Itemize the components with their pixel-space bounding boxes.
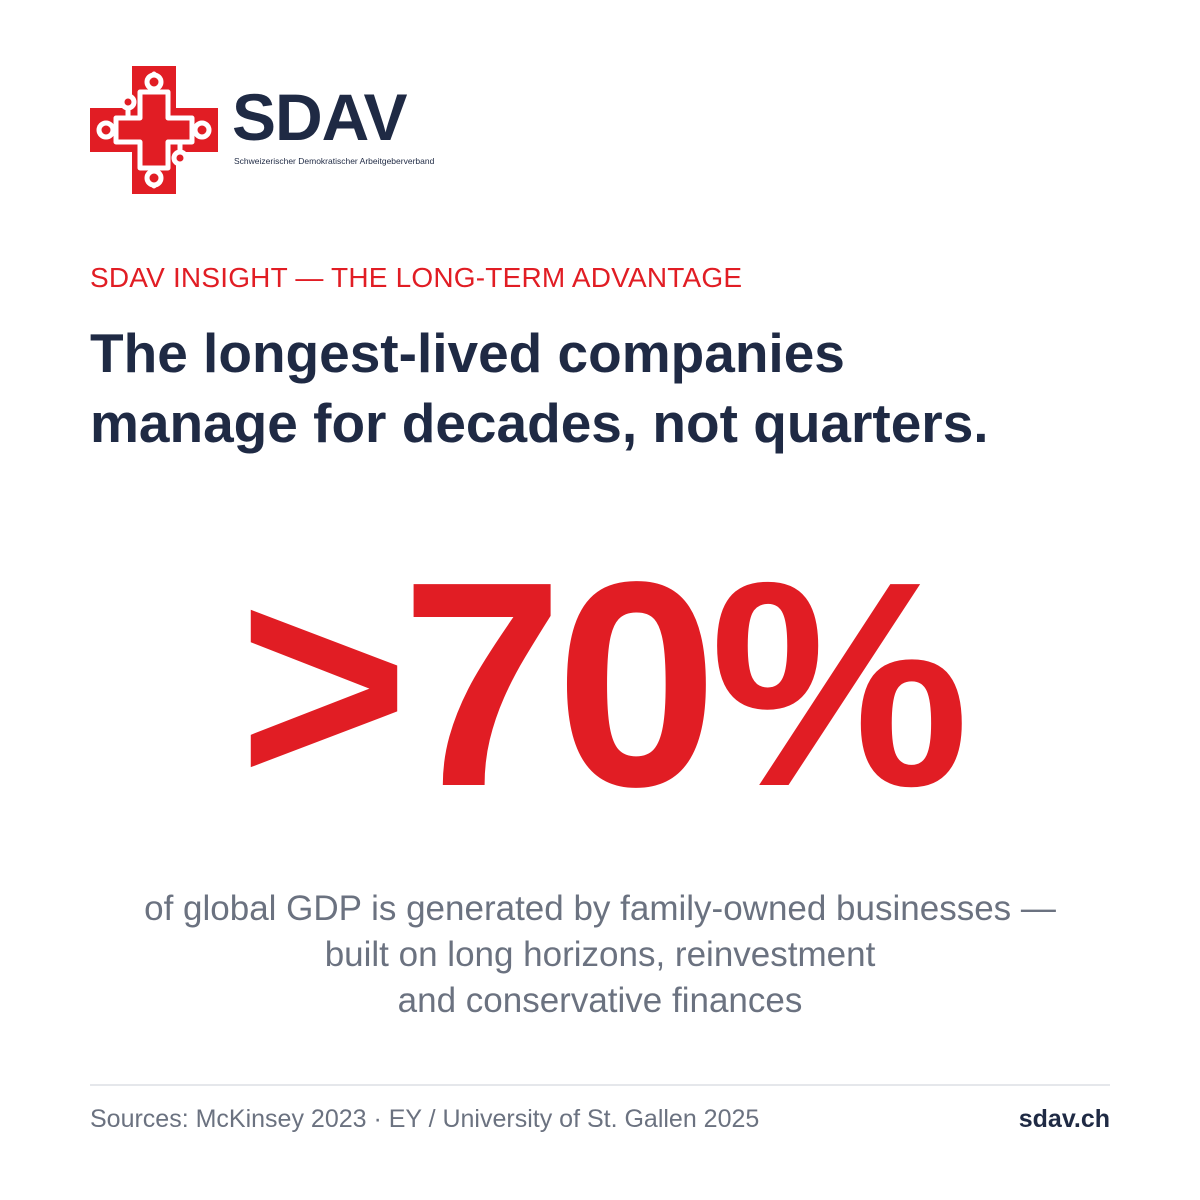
section-kicker: SDAV INSIGHT — THE LONG-TERM ADVANTAGE [90, 262, 743, 293]
headline-line-1: The longest-lived companies [90, 322, 845, 384]
statistic-description: of global GDP is generated by family-own… [0, 886, 1200, 1024]
brand-tagline: Schweizerischer Demokratischer Arbeitgeb… [234, 156, 435, 166]
description-line-3: and conservative finances [397, 981, 803, 1020]
website-link[interactable]: sdav.ch [1018, 1105, 1110, 1133]
description-line-2: built on long horizons, reinvestment [324, 935, 876, 974]
brand-name: SDAV [232, 80, 407, 154]
headline-line-2: manage for decades, not quarters. [90, 392, 989, 454]
swiss-cross-link-icon [90, 66, 218, 194]
key-statistic: >70% [238, 521, 970, 847]
page-title: The longest-lived companies manage for d… [90, 318, 1130, 458]
description-line-1: of global GDP is generated by family-own… [144, 889, 1056, 928]
sources-text: Sources: McKinsey 2023 · EY / University… [90, 1105, 760, 1133]
footer-divider [90, 1084, 1110, 1086]
brand-logo: SDAV Schweizerischer Demokratischer Arbe… [90, 66, 434, 196]
